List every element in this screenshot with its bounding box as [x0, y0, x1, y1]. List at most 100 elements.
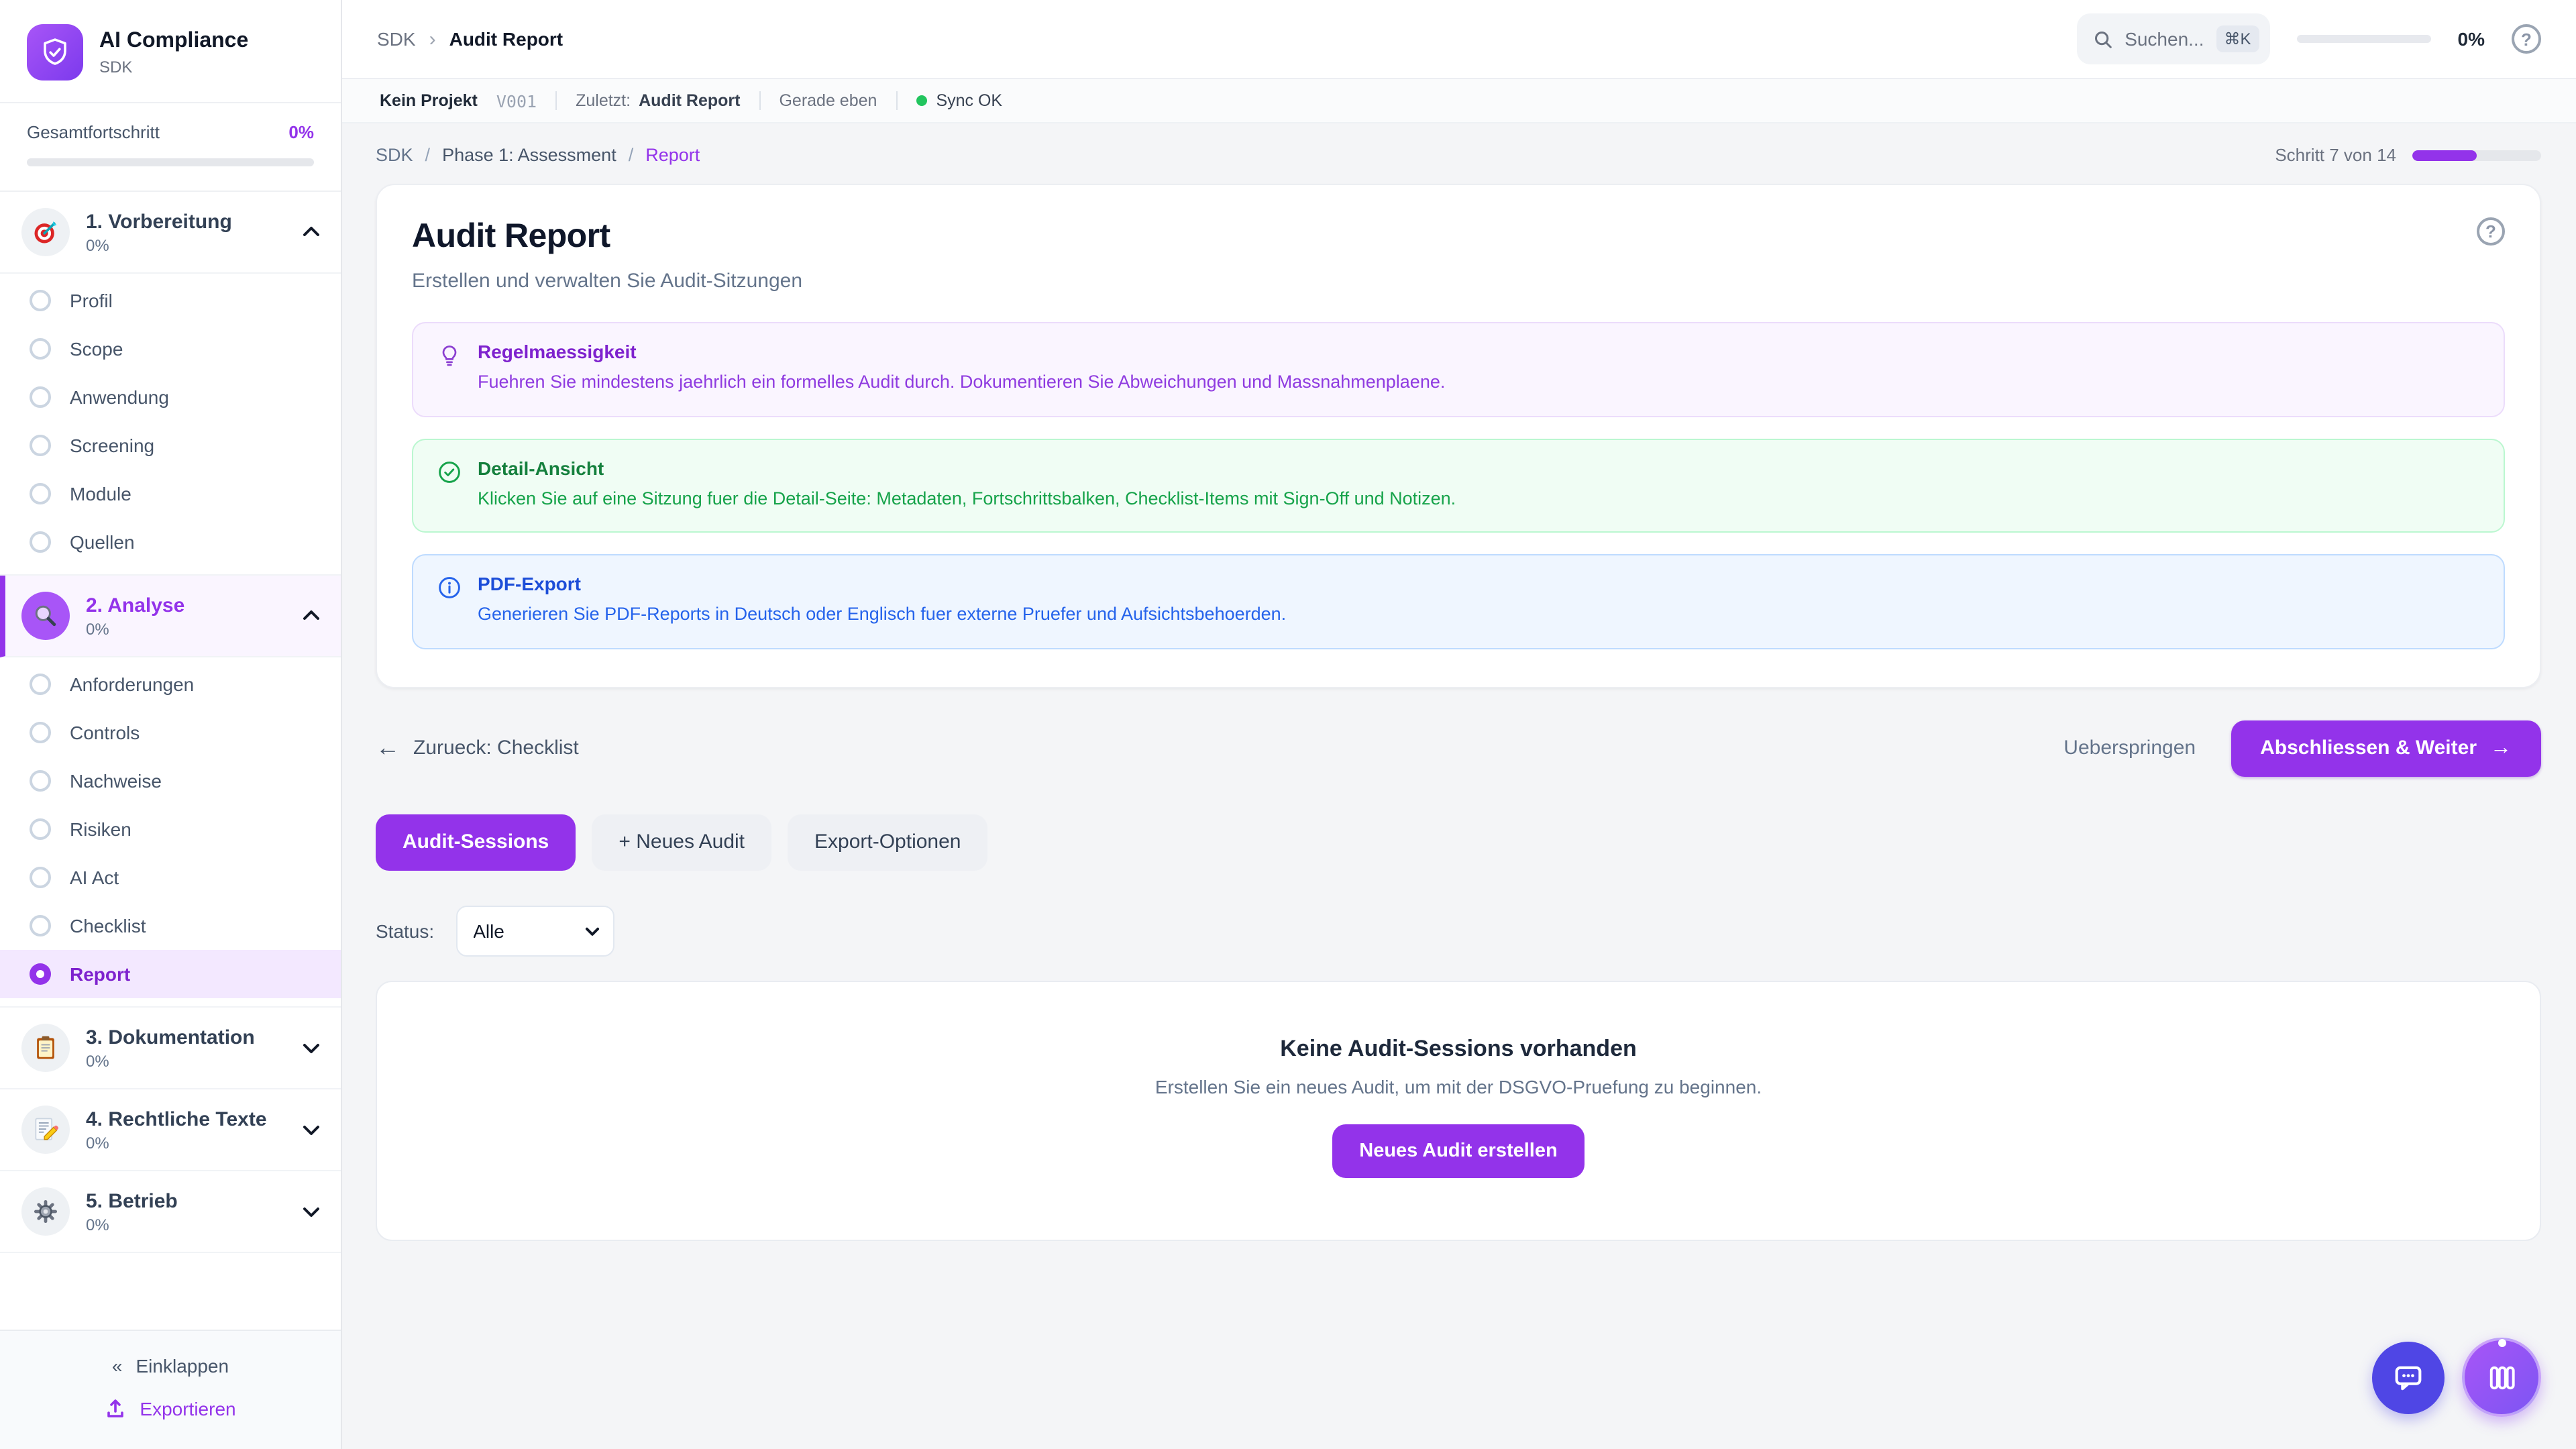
- sidebar-section-analyse[interactable]: 2. Analyse 0%: [0, 576, 341, 657]
- info-circle-icon: [437, 576, 462, 627]
- kanban-columns-icon: [2484, 1360, 2519, 1395]
- sidebar-item-checklist[interactable]: Checklist: [0, 902, 341, 950]
- section-label: 5. Betrieb: [86, 1189, 178, 1212]
- info-box-title: PDF-Export: [478, 573, 581, 595]
- sidebar-item-screening[interactable]: Screening: [0, 421, 341, 470]
- sync-ok-dot-icon: [916, 95, 927, 106]
- radio-circle-icon: [30, 435, 51, 456]
- phase-crumb-root[interactable]: SDK: [376, 145, 413, 165]
- sidebar-item-anforderungen[interactable]: Anforderungen: [0, 660, 341, 708]
- chevron-down-icon: [301, 1119, 322, 1140]
- item-label: Nachweise: [70, 770, 162, 792]
- item-label: Module: [70, 483, 131, 504]
- export-label: Exportieren: [140, 1398, 236, 1419]
- section-items-vorbereitung: Profil Scope Anwendung Screening Module …: [0, 274, 341, 576]
- status-filter-row: Status: Alle: [376, 905, 2541, 957]
- step-progress-bar: [2412, 150, 2541, 160]
- collapse-sidebar-button[interactable]: « Einklappen: [112, 1355, 229, 1377]
- tab-neues-audit[interactable]: + Neues Audit: [592, 814, 772, 871]
- section-label: 4. Rechtliche Texte: [86, 1108, 267, 1130]
- info-box-title: Detail-Ansicht: [478, 457, 604, 479]
- search-placeholder: Suchen...: [2125, 28, 2204, 50]
- clipboard-icon: [21, 1024, 70, 1072]
- sidebar-section-vorbereitung[interactable]: 1. Vorbereitung 0%: [0, 192, 341, 274]
- sidebar-item-risiken[interactable]: Risiken: [0, 805, 341, 853]
- content-area: SDK / Phase 1: Assessment / Report Schri…: [342, 123, 2576, 1449]
- wizard-nav-row: ← Zurueck: Checklist Ueberspringen Absch…: [376, 720, 2541, 777]
- chevron-right-icon: ›: [429, 28, 436, 50]
- search-shortcut-badge: ⌘K: [2216, 25, 2259, 52]
- sidebar-item-scope[interactable]: Scope: [0, 325, 341, 373]
- radio-circle-icon: [30, 722, 51, 743]
- divider: [759, 91, 761, 110]
- sidebar-item-report[interactable]: Report: [0, 950, 341, 998]
- sidebar-footer: « Einklappen Exportieren: [0, 1330, 341, 1449]
- item-label: Scope: [70, 338, 123, 360]
- radio-circle-icon: [30, 867, 51, 888]
- help-icon[interactable]: ?: [2512, 24, 2541, 54]
- audit-report-card: Audit Report ? Erstellen und verwalten S…: [376, 184, 2541, 688]
- gear-icon: [21, 1187, 70, 1236]
- slash-separator: /: [425, 145, 431, 165]
- tab-bar: Audit-Sessions + Neues Audit Export-Opti…: [376, 814, 2541, 871]
- phase-breadcrumb: SDK / Phase 1: Assessment / Report: [376, 145, 700, 165]
- sidebar-item-quellen[interactable]: Quellen: [0, 518, 341, 566]
- chat-fab-button[interactable]: [2372, 1341, 2445, 1413]
- radio-circle-icon: [30, 674, 51, 695]
- section-percent: 0%: [86, 1215, 109, 1234]
- item-label: Screening: [70, 435, 155, 456]
- sidebar-item-nachweise[interactable]: Nachweise: [0, 757, 341, 805]
- page-subtitle: Erstellen und verwalten Sie Audit-Sitzun…: [412, 270, 803, 292]
- item-label: Controls: [70, 722, 140, 743]
- export-button[interactable]: Exportieren: [105, 1398, 236, 1419]
- page-title: Audit Report: [412, 217, 610, 255]
- create-audit-button[interactable]: Neues Audit erstellen: [1332, 1124, 1585, 1178]
- collapse-icon: «: [111, 1355, 123, 1377]
- slash-separator: /: [628, 145, 634, 165]
- sidebar-item-profil[interactable]: Profil: [0, 276, 341, 325]
- sync-ok-label: Sync OK: [936, 91, 1003, 110]
- sync-time: Gerade eben: [779, 91, 877, 110]
- topbar: SDK › Audit Report Suchen... ⌘K 0% ?: [342, 0, 2576, 79]
- main-area: SDK › Audit Report Suchen... ⌘K 0% ? Kei…: [342, 0, 2576, 1449]
- sidebar-item-controls[interactable]: Controls: [0, 708, 341, 757]
- overall-progress: Gesamtfortschritt 0%: [0, 103, 341, 192]
- sidebar-section-rechtliche-texte[interactable]: 4. Rechtliche Texte 0%: [0, 1089, 341, 1171]
- search-icon: [2092, 29, 2112, 49]
- tab-audit-sessions[interactable]: Audit-Sessions: [376, 814, 576, 871]
- empty-state-text: Erstellen Sie ein neues Audit, um mit de…: [1155, 1075, 1762, 1097]
- target-icon: [21, 208, 70, 256]
- phase-breadcrumb-row: SDK / Phase 1: Assessment / Report Schri…: [376, 145, 2541, 165]
- empty-state-title: Keine Audit-Sessions vorhanden: [1280, 1035, 1637, 1061]
- sidebar-section-betrieb[interactable]: 5. Betrieb 0%: [0, 1171, 341, 1253]
- info-box-detail-ansicht: Detail-Ansicht Klicken Sie auf eine Sitz…: [412, 438, 2505, 533]
- item-label: Profil: [70, 290, 113, 311]
- sidebar-item-ai-act[interactable]: AI Act: [0, 853, 341, 902]
- section-percent: 0%: [86, 1133, 109, 1152]
- check-circle-icon: [437, 460, 462, 511]
- info-box-text: Generieren Sie PDF-Reports in Deutsch od…: [478, 604, 1287, 625]
- section-percent: 0%: [86, 1051, 109, 1070]
- radio-circle-icon: [30, 483, 51, 504]
- phase-crumb-phase[interactable]: Phase 1: Assessment: [442, 145, 616, 165]
- skip-button[interactable]: Ueberspringen: [2063, 737, 2196, 760]
- magnifier-icon: [21, 592, 70, 640]
- tab-export-optionen[interactable]: Export-Optionen: [788, 814, 988, 871]
- overall-progress-bar: [27, 158, 314, 166]
- breadcrumb-current: Audit Report: [449, 28, 564, 50]
- card-help-icon[interactable]: ?: [2477, 217, 2505, 246]
- chevron-up-icon: [301, 221, 322, 243]
- sidebar-section-dokumentation[interactable]: 3. Dokumentation 0%: [0, 1008, 341, 1089]
- finish-next-button[interactable]: Abschliessen & Weiter →: [2231, 720, 2541, 777]
- arrow-right-icon: →: [2490, 736, 2512, 759]
- breadcrumb-root[interactable]: SDK: [377, 28, 416, 50]
- status-filter-select[interactable]: Alle: [455, 905, 614, 957]
- kanban-fab-button[interactable]: [2462, 1338, 2541, 1417]
- sidebar-item-module[interactable]: Module: [0, 470, 341, 518]
- section-percent: 0%: [86, 619, 109, 638]
- back-label: Zurueck: Checklist: [413, 737, 579, 760]
- back-button[interactable]: ← Zurueck: Checklist: [376, 734, 579, 762]
- app-identity: AI Compliance SDK: [99, 29, 248, 76]
- sidebar-item-anwendung[interactable]: Anwendung: [0, 373, 341, 421]
- search-input[interactable]: Suchen... ⌘K: [2076, 13, 2270, 64]
